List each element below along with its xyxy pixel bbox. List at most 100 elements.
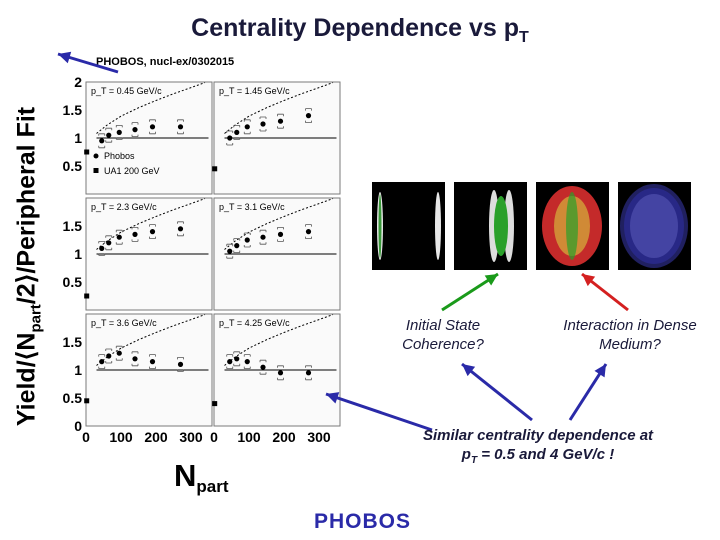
error-bracket [177,357,184,372]
fit-curve [224,314,334,366]
y-tick-label: 0.5 [63,158,83,174]
legend-label-ua1: UA1 200 GeV [104,166,160,176]
x-tick-label: 0 [82,429,90,445]
error-bracket [233,351,241,367]
ua1-point [84,398,90,404]
arrow-conclusion-left [461,362,533,422]
phobos-point [99,245,105,251]
phobos-point [244,124,250,130]
y-tick-label: 1 [74,130,82,146]
phobos-point [305,229,312,235]
error-bracket [259,359,267,375]
phobos-point [234,356,240,362]
collision-snapshot-3 [536,182,609,270]
error-bracket [243,119,251,135]
error-bracket [243,232,251,248]
y-tick-label: 0.5 [63,390,83,406]
phobos-point [149,124,156,130]
phobos-point [132,231,138,237]
error-bracket [277,227,284,242]
error-bracket [149,119,156,135]
phobos-point [277,231,284,237]
collision-snapshot-1 [372,182,445,270]
error-bracket [305,108,312,123]
error-bracket [259,116,267,132]
error-bracket [233,238,241,253]
phobos-point [305,113,312,119]
ua1-point [84,149,90,155]
error-bracket [115,229,123,245]
arrow-dense-medium-head [582,274,596,287]
phobos-point [234,243,240,249]
x-tick-label: 100 [109,429,133,445]
y-tick-label: 1.5 [63,102,83,118]
panel-label: p_T = 2.3 GeV/c [91,202,157,212]
y-tick-label: 2 [74,74,82,90]
arrow-to-panel [325,392,433,432]
error-bracket [259,229,267,245]
panel-label: p_T = 0.45 GeV/c [91,86,162,96]
error-bracket [149,224,156,239]
y-tick-label: 1 [74,246,82,262]
error-bracket [243,354,251,369]
error-bracket [115,125,123,140]
error-bracket [98,133,106,149]
phobos-point [244,359,250,365]
error-bracket [305,224,312,239]
phobos-point [305,370,312,376]
panel-label: p_T = 1.45 GeV/c [219,86,290,96]
phobos-point [227,248,233,254]
error-bracket [115,345,123,361]
ua1-point [212,401,218,407]
phobos-point [149,359,156,365]
error-bracket [177,221,184,237]
arrow-conclusion-right-head [594,364,606,378]
phobos-point [116,350,122,356]
phobos-point [132,127,138,133]
panel-label: p_T = 4.25 GeV/c [219,318,290,328]
fit-curve [224,198,334,250]
phobos-point [116,234,122,240]
legend-marker-phobos [93,153,99,159]
arrow-to-reference-head [58,51,72,64]
phobos-logo: PHOBOS [314,510,412,533]
error-bracket [131,227,139,242]
phobos-point [99,138,105,144]
phobos-point [149,229,156,235]
note-dense-medium: Interaction in Dense Medium? [563,317,697,353]
x-tick-label: 0 [210,429,218,445]
y-tick-label: 1.5 [63,218,83,234]
error-bracket [98,241,106,256]
phobos-point [260,234,266,240]
fit-curve [224,82,334,134]
x-tick-label: 300 [179,429,203,445]
phobos-point [244,237,250,243]
error-bracket [177,119,184,135]
y-tick-label: 1.5 [63,334,83,350]
phobos-point [177,361,184,367]
x-tick-label: 200 [144,429,168,445]
error-bracket [149,354,156,369]
error-bracket [233,125,241,140]
note-conclusion: Similar centrality dependence at pT = 0.5… [422,427,654,466]
error-bracket [226,243,234,259]
phobos-point [106,240,112,246]
reference-text: PHOBOS, nucl-ex/0302015 [96,56,235,68]
error-bracket [277,113,284,129]
phobos-point [116,129,122,135]
phobos-point [106,353,112,359]
x-tick-label: 300 [307,429,331,445]
y-tick-label: 0 [74,418,82,434]
error-bracket [226,130,234,146]
error-bracket [105,348,113,364]
x-tick-label: 200 [272,429,296,445]
arrow-conclusion-left-head [462,364,476,377]
y-tick-label: 0.5 [63,274,83,290]
error-bracket [131,122,139,137]
slide-title: Centrality Dependence vs pT [191,14,529,46]
collision-snapshot-2 [454,182,527,270]
collision-snapshot-4 [618,182,691,270]
error-bracket [131,351,139,367]
phobos-point [234,129,240,135]
